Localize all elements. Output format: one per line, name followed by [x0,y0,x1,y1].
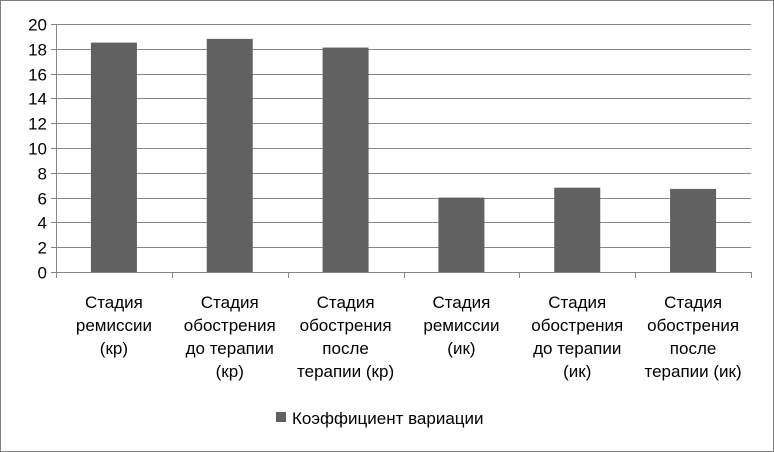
y-axis-ticks: 0 2 4 6 8 10 12 14 16 18 20 [28,16,56,283]
y-tick-label: 16 [28,66,47,85]
axes [56,24,752,278]
y-tick-label: 10 [28,140,47,159]
category-label: Стадия обострения после терапии (кр) [297,293,394,381]
category-label-line: (кр) [216,362,244,381]
bar [90,42,137,272]
y-tick-label: 0 [38,264,47,283]
category-label-line: терапии (ик) [645,362,742,381]
category-label-line: обострения [184,316,276,335]
category-label-line: обострения [300,316,392,335]
legend-swatch [276,412,286,422]
category-label-line: Стадия [432,293,490,312]
category-label-line: Стадия [317,293,375,312]
category-label-line: ремиссии [76,316,152,335]
category-labels: Стадия ремиссии (кр) Стадия обострения до тер… [76,293,742,381]
bars [90,38,717,273]
y-tick-label: 14 [28,90,47,109]
gridlines [56,24,751,248]
category-label: Стадия ремиссии (ик) [423,293,499,358]
y-tick-label: 6 [38,190,47,209]
legend: Коэффициент вариации [276,409,484,428]
category-label-line: после [670,339,717,358]
category-label-line: обострения [531,316,623,335]
category-label-line: Стадия [664,293,722,312]
category-label-line: до терапии [186,339,274,358]
category-label-line: Стадия [85,293,143,312]
category-label-line: после [322,339,369,358]
category-label-line: ремиссии [423,316,499,335]
bar [438,197,485,272]
category-label: Стадия ремиссии (кр) [76,293,152,358]
category-label-line: обострения [647,316,739,335]
bar [206,38,253,272]
y-tick-label: 4 [38,214,47,233]
y-tick-label: 18 [28,41,47,60]
bar [322,47,369,273]
category-label-line: терапии (кр) [297,362,394,381]
y-tick-label: 12 [28,115,47,134]
category-label-line: (кр) [100,339,128,358]
category-label-line: до терапии [533,339,621,358]
category-label: Стадия обострения до терапии (кр) [184,293,276,381]
category-label: Стадия обострения после терапии (ик) [645,293,742,381]
category-label-line: (ик) [563,362,591,381]
y-tick-label: 2 [38,239,47,258]
category-label-line: Стадия [201,293,259,312]
y-tick-label: 20 [28,16,47,35]
category-label-line: Стадия [548,293,606,312]
category-label: Стадия обострения до терапии (ик) [531,293,623,381]
legend-label: Коэффициент вариации [292,409,484,428]
category-label-line: (ик) [447,339,475,358]
y-tick-label: 8 [38,165,47,184]
bar [554,187,601,272]
bar [670,188,717,272]
